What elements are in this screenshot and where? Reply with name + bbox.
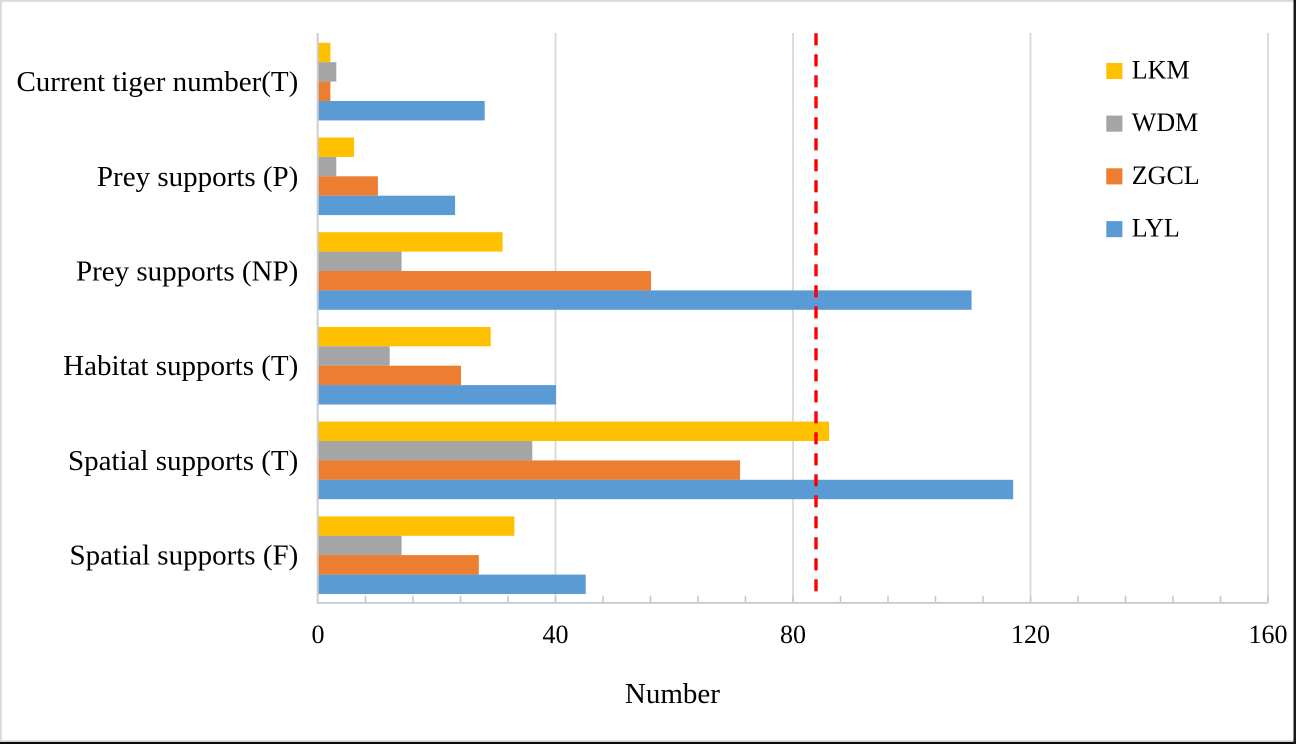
svg-text:80: 80 (780, 620, 806, 649)
svg-text:0: 0 (312, 620, 325, 649)
svg-text:Number: Number (625, 678, 720, 710)
svg-text:Spatial supports (F): Spatial supports (F) (70, 540, 299, 572)
svg-text:120: 120 (1011, 620, 1050, 649)
svg-text:LKM: LKM (1132, 56, 1190, 85)
svg-text:Prey supports (P): Prey supports (P) (97, 161, 298, 193)
svg-text:Spatial supports (T): Spatial supports (T) (68, 445, 298, 477)
svg-text:160: 160 (1249, 620, 1288, 649)
svg-text:WDM: WDM (1132, 108, 1198, 137)
svg-text:Habitat supports (T): Habitat supports (T) (63, 350, 298, 382)
svg-text:LYL: LYL (1132, 214, 1180, 243)
svg-text:Current tiger number(T): Current tiger number(T) (16, 66, 298, 98)
svg-text:40: 40 (543, 620, 569, 649)
svg-text:Prey supports (NP): Prey supports (NP) (76, 256, 298, 288)
svg-text:ZGCL: ZGCL (1132, 161, 1200, 190)
